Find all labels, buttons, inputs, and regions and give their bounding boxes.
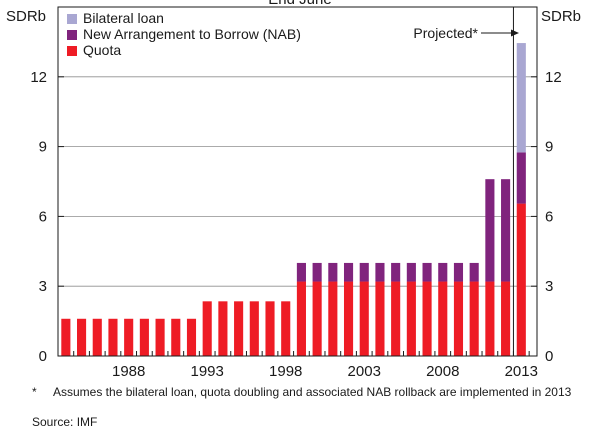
legend-label: Bilateral loan [83, 10, 164, 26]
bar-segment [501, 281, 511, 356]
bar-segment [343, 262, 354, 282]
bar-segment [438, 281, 448, 356]
x-tick-label: 1988 [112, 363, 145, 380]
legend-label: Quota [83, 42, 121, 58]
bar-segment [202, 301, 212, 356]
bar-segment [406, 281, 416, 356]
bar-segment [453, 262, 464, 282]
bar-segment [265, 301, 275, 356]
bar-segment [312, 281, 322, 356]
bar-segment [485, 179, 495, 282]
bar-segment [391, 262, 401, 282]
x-tick-labels: 1988 1993 1998 2003 2008 2013 [112, 363, 538, 380]
bar-segment [108, 318, 118, 356]
bar-segment [453, 281, 464, 356]
x-tick-label: 2013 [505, 363, 538, 380]
legend-label: New Arrangement to Borrow (NAB) [83, 26, 301, 42]
axis-ticks [58, 76, 537, 357]
y-tick-label-right: 9 [545, 139, 553, 156]
projection-annotation: Projected* [413, 25, 519, 41]
bar-segment [469, 262, 479, 282]
bar-segment [343, 281, 354, 356]
bar-segment [77, 318, 87, 356]
bar-segment [296, 262, 306, 282]
x-tick-label: 2008 [426, 363, 459, 380]
bar-segment [516, 43, 526, 153]
bar-segment [469, 281, 479, 356]
bar-segment [234, 301, 244, 356]
footnote-text: Assumes the bilateral loan, quota doubli… [53, 385, 572, 399]
y-unit-left: SDRb [6, 8, 46, 25]
x-tick-label: 1993 [191, 363, 224, 380]
bar-segment [359, 262, 369, 282]
bar-segment [328, 281, 338, 356]
bar-segment [61, 318, 71, 356]
bar-series [61, 43, 526, 356]
legend-swatch [67, 14, 77, 24]
bar-segment [139, 318, 149, 356]
bar-segment [406, 262, 416, 282]
gridlines [58, 76, 537, 287]
y-tick-label-left: 0 [39, 348, 47, 365]
bar-segment [312, 262, 322, 282]
source-note: Source: IMF [32, 415, 98, 429]
chart-subtitle: End June [268, 0, 331, 8]
y-tick-label-left: 6 [39, 208, 47, 225]
bar-segment [155, 318, 165, 356]
y-tick-label-right: 3 [545, 278, 553, 295]
bar-segment [438, 262, 448, 282]
x-tick-label: 2003 [348, 363, 381, 380]
bar-segment [422, 262, 432, 282]
projected-arrowhead [511, 29, 519, 37]
bar-segment [516, 152, 526, 204]
bar-segment [218, 301, 228, 356]
y-tick-label-left: 12 [30, 69, 47, 86]
bar-segment [485, 281, 495, 356]
bar-segment [516, 203, 526, 356]
y-unit-right: SDRb [541, 8, 581, 25]
bar-segment [375, 281, 385, 356]
bar-segment [391, 281, 401, 356]
bar-segment [359, 281, 369, 356]
y-tick-label-right: 0 [545, 348, 553, 365]
y-tick-labels: 0 0 3 3 6 6 9 9 12 12 [30, 69, 561, 365]
y-tick-label-left: 9 [39, 139, 47, 156]
bar-segment [186, 318, 197, 356]
bar-segment [281, 301, 291, 356]
y-tick-label-right: 12 [545, 69, 562, 86]
bar-segment [375, 262, 385, 282]
bar-segment [501, 179, 511, 282]
plot-frame [57, 6, 538, 357]
y-tick-label-right: 6 [545, 208, 553, 225]
bar-segment [92, 318, 102, 356]
footnote: * Assumes the bilateral loan, quota doub… [32, 385, 572, 399]
bar-segment [296, 281, 306, 356]
projected-label: Projected* [413, 25, 478, 41]
footnote-marker: * [32, 385, 37, 399]
bar-segment [328, 262, 338, 282]
bar-segment [249, 301, 259, 356]
y-tick-label-left: 3 [39, 278, 47, 295]
legend-swatch [67, 30, 77, 40]
legend-swatch [67, 46, 77, 56]
x-tick-label: 1998 [269, 363, 302, 380]
bar-segment [124, 318, 134, 356]
bar-segment [422, 281, 432, 356]
bar-segment [171, 318, 181, 356]
